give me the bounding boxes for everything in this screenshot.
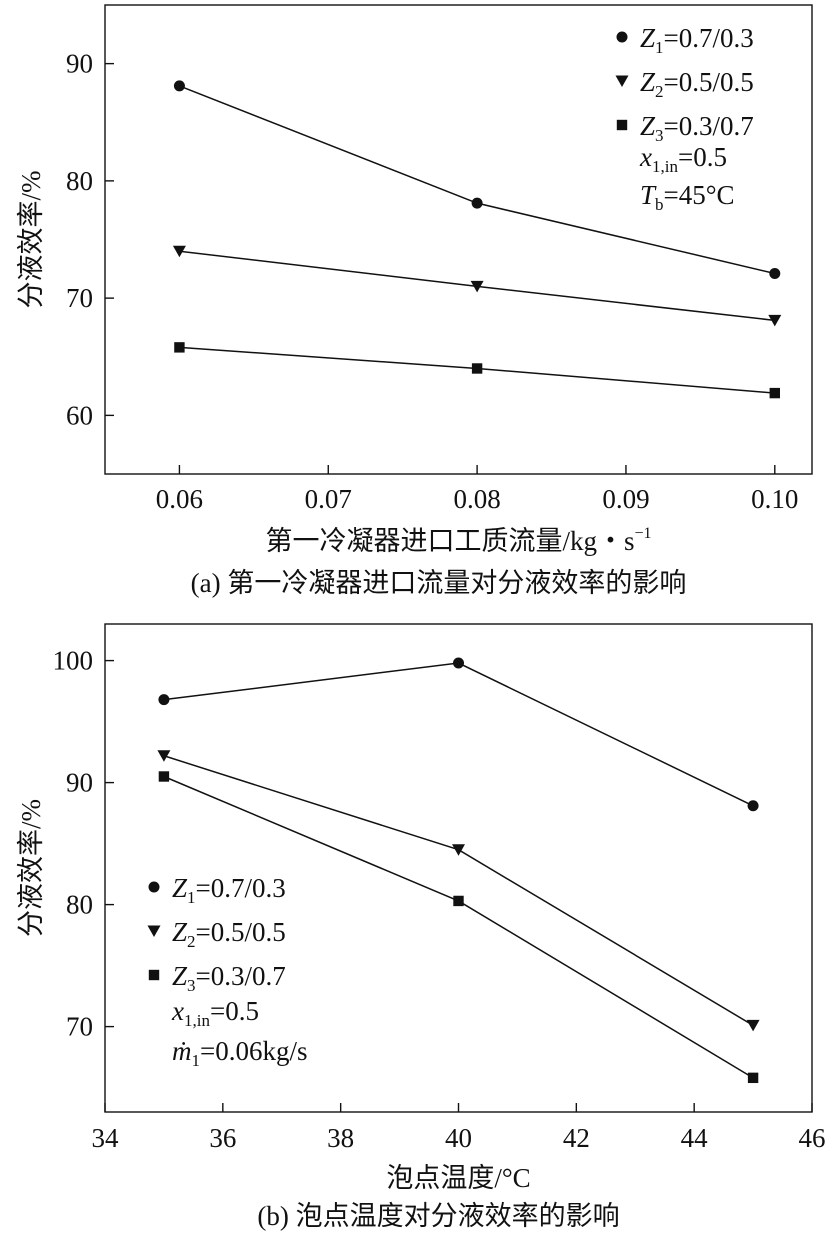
plot-frame [104, 4, 813, 475]
data-point [452, 844, 465, 856]
data-point [158, 694, 170, 706]
x-tick-label: 0.07 [305, 484, 352, 514]
legend-marker [148, 969, 160, 981]
series-Z3=0.3/0.7 [158, 771, 759, 1084]
y-axis-title: 分液效率/% [16, 171, 46, 309]
x-tick-label: 46 [799, 1123, 826, 1153]
legend-marker [615, 75, 629, 87]
data-point [174, 342, 185, 353]
x-axis-title: 泡点温度/°C [386, 1163, 530, 1193]
legend-entry: Z2=0.5/0.5 [147, 917, 286, 951]
legend-label: Z2=0.5/0.5 [172, 917, 286, 951]
data-point [453, 895, 464, 907]
condition-label: x1,in=0.5 [639, 142, 727, 176]
legend-label: Z1=0.7/0.3 [640, 23, 754, 57]
legend-entry: Z1=0.7/0.3 [616, 23, 754, 57]
legend-marker [148, 881, 160, 893]
x-tick-label: 0.06 [156, 484, 203, 514]
data-point [746, 1019, 760, 1032]
chart-a: 60 70 80 90 0.06 0.07 0.08 0.09 0.10 Z1=0.7/0.3 Z2… [16, 4, 813, 598]
data-point [158, 771, 170, 782]
data-point [173, 80, 185, 92]
legend-label: Z3=0.3/0.7 [172, 961, 286, 995]
data-point [769, 268, 781, 280]
y-tick-label: 70 [66, 283, 93, 313]
legend-marker [616, 119, 628, 131]
data-point [172, 245, 186, 258]
condition-label: ṁ1=0.06kg/s [172, 1036, 308, 1070]
legend-entry: Z3=0.3/0.7 [148, 961, 286, 995]
x-tick-label: 38 [327, 1123, 354, 1153]
series-Z2=0.5/0.5 [172, 245, 782, 327]
y-axis-title: 分液效率/% [16, 799, 46, 937]
x-tick-label: 0.08 [453, 484, 500, 514]
legend-entry: Z3=0.3/0.7 [616, 111, 754, 145]
legend-entry: Z2=0.5/0.5 [615, 67, 754, 101]
legend-entry: Z1=0.7/0.3 [148, 873, 286, 907]
y-tick-label: 90 [66, 768, 93, 798]
series-Z2=0.5/0.5 [157, 750, 760, 1032]
legend-label: Z1=0.7/0.3 [172, 873, 286, 907]
y-tick-label: 80 [66, 166, 93, 196]
x-tick-label: 44 [681, 1123, 709, 1153]
y-tick-label: 90 [66, 49, 93, 79]
condition-label: Tb=45°C [640, 180, 735, 214]
data-point [747, 800, 759, 812]
data-point [768, 314, 782, 327]
x-tick-label: 0.10 [751, 484, 798, 514]
series-Z3=0.3/0.7 [174, 342, 780, 399]
x-axis-title: 第一冷凝器进口工质流量/kg・s−1 [265, 525, 651, 556]
condition-label: x1,in=0.5 [171, 996, 259, 1030]
legend-label: Z2=0.5/0.5 [640, 67, 754, 101]
y-tick-label: 60 [66, 400, 93, 430]
x-tick-label: 36 [209, 1123, 236, 1153]
figure-caption: (a) 第一冷凝器进口流量对分液效率的影响 [191, 568, 687, 598]
legend-marker [616, 31, 628, 43]
x-tick-label: 40 [445, 1123, 472, 1153]
y-tick-label: 70 [66, 1012, 93, 1042]
x-tick-label: 0.09 [602, 484, 649, 514]
data-point [471, 363, 483, 374]
chart-b: 70 80 90 100 34 36 38 40 42 44 46 Z1=0.7/0.3 Z2=0.5/… [16, 623, 826, 1231]
data-point [453, 657, 464, 669]
legend-label: Z3=0.3/0.7 [640, 111, 754, 145]
data-point [470, 280, 484, 293]
y-tick-label: 100 [53, 646, 94, 676]
data-point [471, 197, 483, 209]
data-point [747, 1072, 759, 1084]
figure-caption: (b) 泡点温度对分液效率的影响 [257, 1201, 619, 1231]
x-tick-label: 34 [92, 1123, 120, 1153]
data-point [157, 750, 171, 762]
series-Z1=0.7/0.3 [173, 80, 781, 280]
x-tick-label: 42 [563, 1123, 590, 1153]
series-Z1=0.7/0.3 [158, 657, 759, 812]
y-tick-label: 80 [66, 890, 93, 920]
data-point [769, 387, 780, 399]
legend-marker [147, 925, 161, 937]
